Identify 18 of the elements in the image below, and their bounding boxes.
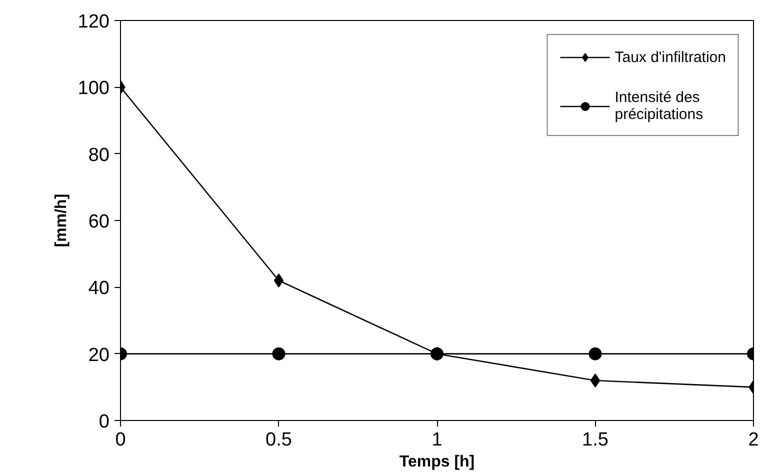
x-tick-label: 1 bbox=[432, 430, 442, 450]
x-axis-title: Temps [h] bbox=[399, 454, 475, 470]
point bbox=[274, 274, 284, 288]
x-tick-label: 2 bbox=[748, 430, 759, 450]
x-tick-label: 0.5 bbox=[266, 430, 292, 450]
y-tick-label: 20 bbox=[88, 344, 110, 366]
y-tick-label: 80 bbox=[88, 144, 110, 166]
y-tick-label: 40 bbox=[88, 278, 110, 300]
legend-label: Taux d'infiltration bbox=[614, 48, 726, 66]
x-tick-label: 1.5 bbox=[582, 430, 608, 450]
y-tick-label: 0 bbox=[98, 412, 110, 432]
y-axis-title: [mm/h] bbox=[52, 194, 70, 248]
legend-label: Intensité des précipitations bbox=[614, 89, 704, 123]
y-tick-label: 120 bbox=[78, 12, 110, 32]
y-tick-label: 100 bbox=[78, 78, 110, 100]
x-tick-label: 0 bbox=[115, 430, 126, 450]
point bbox=[590, 374, 600, 388]
y-tick-label: 60 bbox=[88, 212, 110, 232]
